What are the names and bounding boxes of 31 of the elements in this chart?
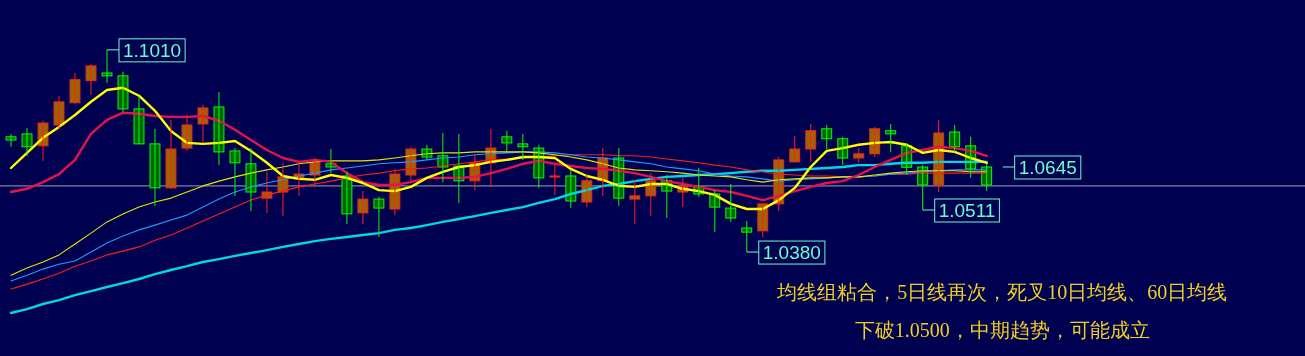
candlestick [629,179,641,225]
candlestick [789,135,801,164]
price-label: 1.0645 [1002,155,1082,180]
price-label: 1.0511 [922,198,1000,223]
candlestick [725,183,737,223]
candlestick [805,123,817,163]
annotation: 1.0511 [938,200,996,221]
candlestick [741,220,753,253]
candlestick [501,130,513,153]
candlestick [373,196,385,238]
price-label: 1.1010 [106,38,186,63]
candlestick [69,72,81,105]
price-label: 1.0380 [746,240,826,265]
candlestick [821,124,833,150]
text: 均线组粘合，5日线再次，死叉10日均线、60日均线 [776,281,1228,303]
candlestick [21,127,33,157]
candlestick [85,63,97,96]
candlestick [949,124,961,153]
candlestick [549,164,561,196]
candlestick [101,49,113,84]
candlestick [885,123,897,153]
candlestick [149,128,161,207]
annotation: 1.0380 [762,242,821,264]
annotation: 1.1010 [123,39,182,61]
candlestick [165,119,177,190]
candlestick [229,147,241,197]
candlestick [853,147,865,164]
candlestick [5,133,17,148]
candlestick [357,190,369,225]
candlestick [53,95,65,130]
text: 下破1.0500，中期趋势，可能成立 [854,319,1150,341]
